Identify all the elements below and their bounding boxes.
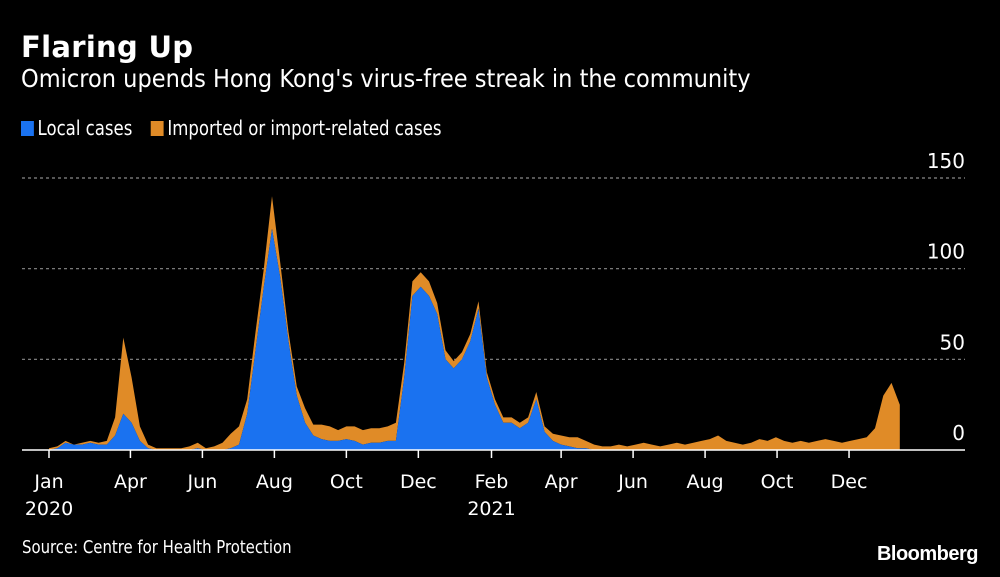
x-tick-label: Jun: [617, 471, 648, 493]
y-tick-label: 150: [927, 149, 965, 173]
x-tick-label: Aug: [687, 471, 724, 493]
x-tick-label: Dec: [400, 471, 437, 493]
x-year-label: 2021: [467, 498, 515, 520]
bloomberg-logo: Bloomberg: [876, 543, 979, 565]
legend-item-imported: Imported or import-related cases: [150, 116, 442, 140]
y-tick-label: 0: [952, 421, 965, 445]
legend-label-local: Local cases: [37, 116, 133, 140]
chart-subtitle: Omicron upends Hong Kong's virus-free st…: [21, 64, 751, 93]
legend-item-local: Local cases: [21, 116, 132, 140]
source-note: Source: Centre for Health Protection: [22, 537, 292, 558]
area-local-cases: [49, 228, 900, 450]
x-tick-label: Apr: [114, 471, 147, 493]
x-tick-label: Oct: [761, 471, 794, 493]
chart-title: Flaring Up: [21, 30, 194, 64]
y-tick-label: 50: [940, 330, 965, 354]
y-tick-label: 100: [927, 240, 965, 264]
legend: Local cases Imported or import-related c…: [21, 116, 454, 140]
x-year-label: 2020: [25, 498, 73, 520]
x-tick-label: Jan: [33, 471, 63, 493]
x-tick-label: Dec: [831, 471, 868, 493]
x-tick-label: Aug: [256, 471, 293, 493]
x-tick-label: Feb: [475, 471, 509, 493]
x-tick-label: Apr: [545, 471, 578, 493]
legend-swatch-imported: [150, 120, 164, 136]
legend-label-imported: Imported or import-related cases: [167, 116, 442, 140]
area-imported-cases: [49, 196, 900, 450]
x-tick-label: Jun: [187, 471, 218, 493]
legend-swatch-local: [21, 120, 34, 136]
x-tick-label: Oct: [330, 471, 363, 493]
